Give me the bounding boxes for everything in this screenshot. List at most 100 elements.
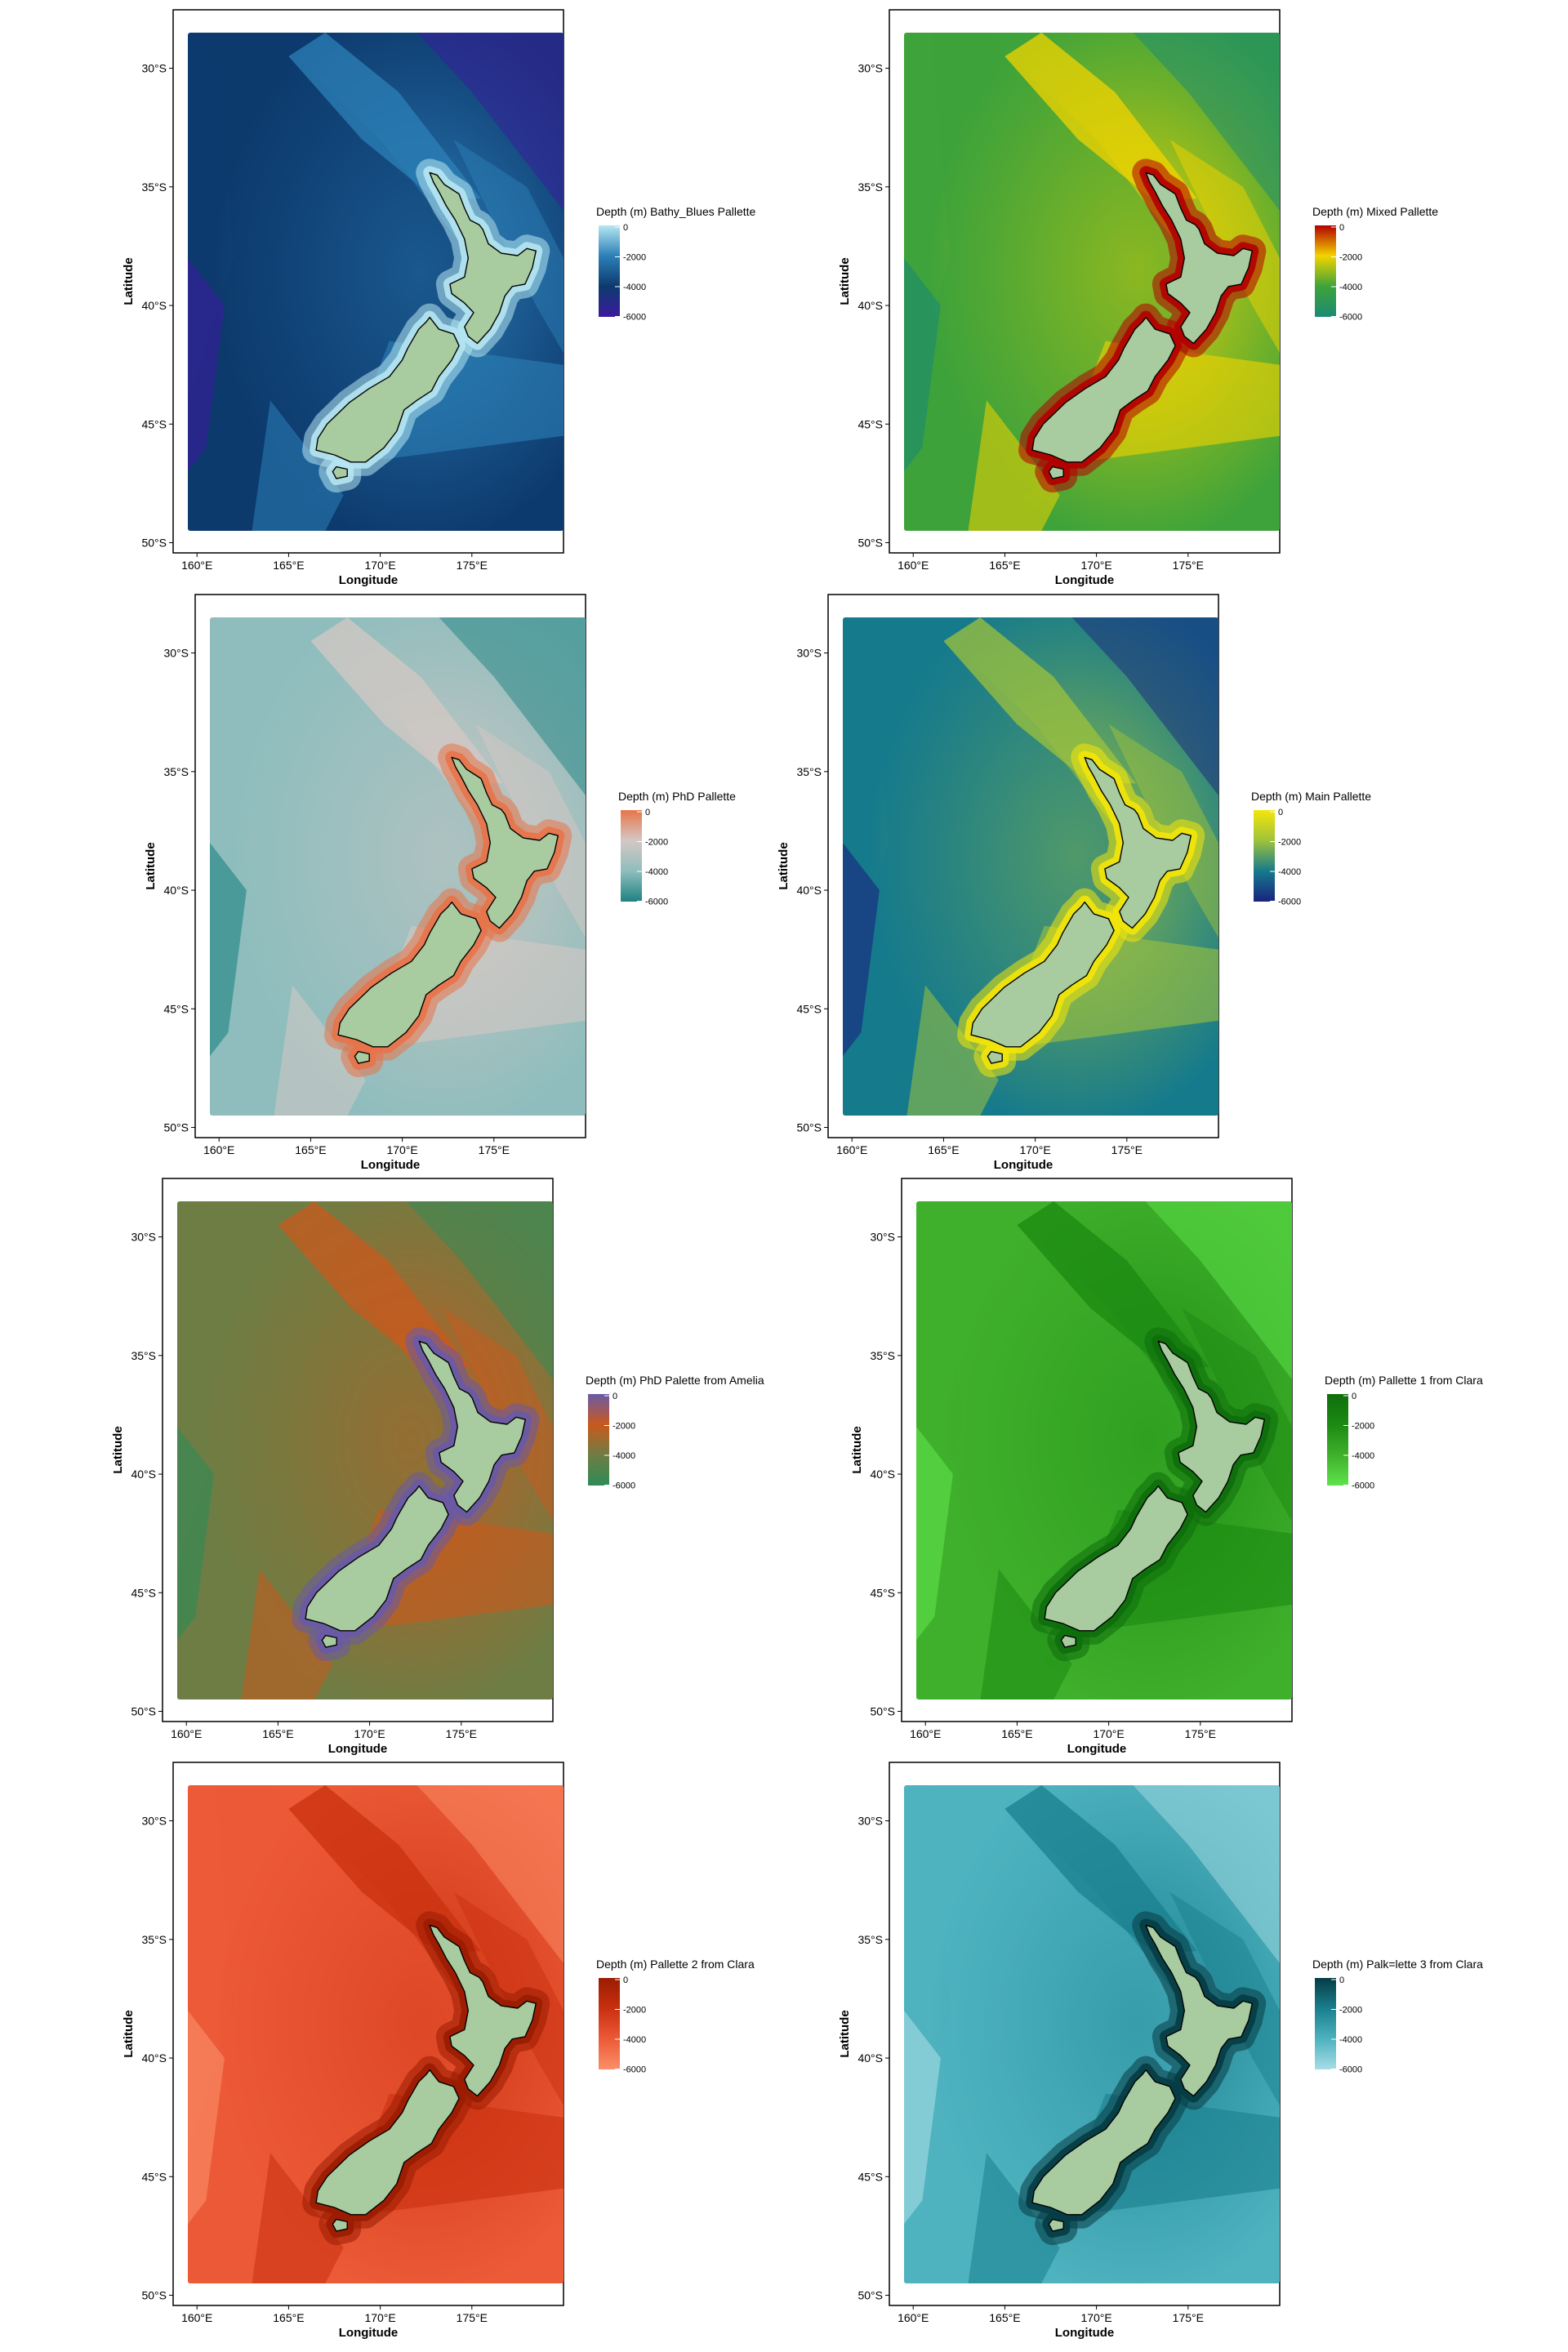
x-tick-label: 165°E (262, 1727, 293, 1740)
legend-colorbar (599, 225, 620, 317)
x-tick-label: 170°E (354, 1727, 385, 1740)
x-tick-label: 175°E (446, 1727, 477, 1740)
legend-tick-label: 0 (623, 223, 628, 233)
x-tick-label: 170°E (1093, 1727, 1124, 1740)
legend-colorbar (621, 810, 642, 902)
y-tick-label: 30°S (870, 1231, 895, 1244)
y-tick-label: 45°S (858, 2170, 883, 2183)
legend-title: Depth (m) PhD Pallette (618, 790, 736, 803)
x-tick-label: 170°E (364, 2311, 395, 2324)
legend-title: Depth (m) Pallette 2 from Clara (596, 1958, 755, 1971)
seafloor-feature (406, 1201, 553, 1379)
y-tick-label: 50°S (858, 537, 883, 550)
x-tick-label: 175°E (1185, 1727, 1216, 1740)
map-panel-clara-3: 30°S 35°S 40°S 45°S 50°S 160°E 165°E 170°E 175°E… (821, 1762, 1490, 2340)
x-tick-label: 160°E (171, 1727, 202, 1740)
y-tick-label: 45°S (870, 1586, 895, 1599)
seafloor-feature (439, 617, 586, 795)
x-tick-label: 175°E (1111, 1143, 1143, 1156)
depth-legend: Depth (m) PhD Palette from Amelia 0 -2000 -… (586, 1374, 764, 1491)
y-tick-label: 35°S (131, 1349, 156, 1362)
y-tick-label: 40°S (858, 2051, 883, 2065)
new-zealand-land (1031, 1924, 1253, 2232)
legend-tick-label: -4000 (1278, 867, 1301, 877)
seafloor-feature (968, 400, 1060, 531)
legend-tick-label: -2000 (645, 838, 668, 848)
legend-tick-label: -4000 (1339, 2035, 1362, 2045)
legend-title: Depth (m) Palk=lette 3 from Clara (1312, 1958, 1483, 1971)
seafloor-feature (416, 1785, 564, 1963)
seafloor-feature (188, 33, 491, 531)
y-tick-label: 50°S (796, 1121, 822, 1134)
map-svg: 30°S 35°S 40°S 45°S 50°S 160°E 165°E 170°E 175°E… (111, 1178, 764, 1756)
legend-tick-label: -6000 (623, 313, 646, 323)
legend-colorbar (1315, 225, 1336, 317)
new-zealand-land (1031, 172, 1253, 479)
y-tick-label: 50°S (131, 1705, 156, 1718)
x-axis-title: Longitude (339, 573, 398, 587)
y-tick-label: 40°S (796, 884, 822, 897)
y-tick-label: 30°S (141, 1815, 167, 1828)
y-tick-label: 45°S (131, 1586, 156, 1599)
x-axis-title: Longitude (361, 1158, 420, 1172)
seafloor-feature (1133, 1785, 1280, 1963)
seafloor-feature (288, 1785, 481, 1952)
x-axis-title: Longitude (1055, 573, 1114, 587)
new-zealand-land (305, 1340, 526, 1648)
x-tick-label: 165°E (273, 2311, 304, 2324)
map-panel-phd: 30°S 35°S 40°S 45°S 50°S 160°E 165°E 170°E 175°E… (127, 594, 796, 1172)
legend-colorbar (599, 1978, 620, 2069)
x-tick-label: 175°E (1173, 2311, 1204, 2324)
x-axis-title: Longitude (994, 1158, 1053, 1172)
seafloor-feature (1133, 33, 1280, 211)
map-svg: 30°S 35°S 40°S 45°S 50°S 160°E 165°E 170°E 175°E… (122, 1762, 755, 2340)
seafloor-feature (274, 985, 366, 1116)
map-panel-clara-1: 30°S 35°S 40°S 45°S 50°S 160°E 165°E 170°E 175°E… (833, 1178, 1503, 1756)
seafloor-feature (904, 33, 1207, 531)
legend-tick-label: -6000 (1352, 1481, 1374, 1491)
legend-tick-label: 0 (1339, 223, 1344, 233)
new-zealand-land (315, 172, 537, 479)
y-tick-label: 30°S (141, 62, 167, 75)
legend-tick-label: 0 (1339, 1976, 1344, 1985)
x-tick-label: 160°E (898, 559, 929, 572)
map-panel-clara-2: 30°S 35°S 40°S 45°S 50°S 160°E 165°E 170°E 175°E… (105, 1762, 774, 2340)
map-panel-mixed: 30°S 35°S 40°S 45°S 50°S 160°E 165°E 170°E 175°E… (821, 9, 1490, 587)
legend-tick-label: -2000 (623, 253, 646, 263)
x-tick-label: 165°E (1001, 1727, 1032, 1740)
y-axis-title: Latitude (144, 842, 158, 889)
legend-tick-label: -4000 (645, 867, 668, 877)
seafloor-feature (241, 1569, 333, 1699)
new-zealand-land (315, 1924, 537, 2232)
legend-tick-label: -6000 (645, 898, 668, 907)
legend-tick-label: 0 (623, 1976, 628, 1985)
seafloor-feature (843, 843, 880, 1057)
x-tick-label: 160°E (910, 1727, 941, 1740)
y-tick-label: 30°S (131, 1231, 156, 1244)
seafloor-feature (904, 2011, 941, 2225)
map-svg: 30°S 35°S 40°S 45°S 50°S 160°E 165°E 170°E 175°E… (777, 594, 1371, 1172)
x-tick-label: 160°E (898, 2311, 929, 2324)
map-panel-phd-amelia: 30°S 35°S 40°S 45°S 50°S 160°E 165°E 170°E 175°E… (94, 1178, 764, 1756)
y-tick-label: 40°S (131, 1468, 156, 1481)
x-axis-title: Longitude (328, 1742, 387, 1756)
x-tick-label: 170°E (386, 1143, 417, 1156)
x-tick-label: 165°E (989, 2311, 1020, 2324)
legend-title: Depth (m) Pallette 1 from Clara (1325, 1374, 1483, 1387)
x-tick-label: 165°E (928, 1143, 959, 1156)
y-axis-title: Latitude (838, 257, 852, 305)
seafloor-feature (904, 1785, 1207, 2283)
y-tick-label: 35°S (141, 1933, 167, 1946)
seafloor-feature (188, 1785, 491, 2283)
legend-tick-label: -2000 (612, 1422, 635, 1432)
y-tick-label: 45°S (858, 417, 883, 430)
legend-tick-label: 0 (1278, 808, 1283, 817)
seafloor-feature (177, 1427, 214, 1641)
x-tick-label: 160°E (203, 1143, 234, 1156)
y-tick-label: 45°S (163, 1002, 189, 1015)
x-tick-label: 160°E (181, 2311, 212, 2324)
y-tick-label: 45°S (796, 1002, 822, 1015)
legend-tick-label: -2000 (1352, 1422, 1374, 1432)
map-svg: 30°S 35°S 40°S 45°S 50°S 160°E 165°E 170°E 175°E… (838, 1762, 1483, 2340)
